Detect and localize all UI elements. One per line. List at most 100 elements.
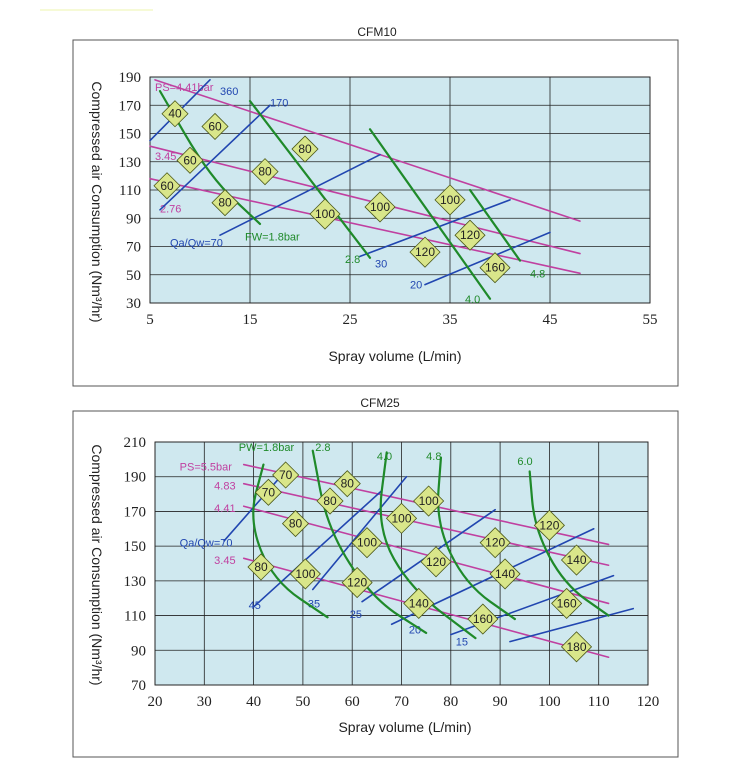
value-diamond: 100 — [413, 485, 445, 517]
value-diamond: 120 — [409, 236, 441, 268]
diamond-value: 160 — [473, 612, 493, 626]
diamond-value: 100 — [315, 207, 335, 221]
diamond-value: 80 — [289, 517, 303, 531]
y-tick-label: 170 — [124, 504, 147, 520]
series-line-qa-5 — [252, 489, 383, 608]
diamond-value: 70 — [262, 485, 276, 499]
value-diamond: 120 — [341, 567, 373, 599]
x-tick-label: 35 — [443, 312, 458, 328]
x-tick-label: 45 — [543, 312, 558, 328]
diamond-value: 120 — [426, 555, 446, 569]
diamond-value: 140 — [409, 596, 429, 610]
value-diamond: 120 — [454, 219, 486, 251]
diamond-shape — [201, 112, 229, 141]
diamond-value: 100 — [295, 567, 315, 581]
diamond-value: 120 — [347, 576, 367, 590]
series-line-fw-14 — [437, 456, 516, 621]
series-line-qa-4 — [159, 104, 271, 211]
diamond-shape — [272, 461, 300, 489]
series-label: 4.83 — [214, 480, 235, 492]
diamond-shape — [161, 100, 189, 128]
y-tick-label: 130 — [124, 574, 147, 590]
y-tick-label: 50 — [126, 268, 141, 284]
value-diamond: 40 — [161, 100, 189, 128]
y-tick-label: 150 — [124, 539, 147, 555]
diamond-value: 100 — [357, 536, 377, 550]
diamond-shape — [291, 135, 319, 163]
series-label: 4.0 — [377, 451, 392, 463]
x-tick-label: 30 — [197, 694, 212, 710]
diamond-shape — [385, 502, 418, 534]
y-tick-label: 70 — [126, 240, 141, 256]
series-line-ps-0 — [154, 79, 581, 222]
value-diamond: 70 — [254, 478, 282, 506]
value-diamond: 100 — [309, 198, 341, 230]
y-tick-label: 190 — [119, 70, 142, 86]
x-axis-label: Spray volume (L/min) — [338, 719, 471, 735]
diamond-value: 160 — [557, 596, 577, 610]
diamond-value: 100 — [440, 193, 460, 207]
value-diamond: 80 — [251, 158, 279, 186]
diamond-shape — [413, 485, 445, 517]
series-label: 2.8 — [315, 442, 330, 454]
value-diamond: 120 — [479, 527, 511, 559]
value-diamond: 80 — [333, 470, 361, 498]
x-tick-label: 80 — [443, 694, 458, 710]
series-label: 45 — [249, 600, 261, 612]
series-label: Qa/Qw=70 — [180, 538, 233, 550]
diamond-shape — [176, 146, 204, 174]
series-line-fw-11 — [468, 188, 522, 262]
tick-labels: 20 30 40 50 60 70 80 90 100 110 120 70 90 110 130 150 17… — [124, 435, 660, 710]
x-tick-label: 100 — [538, 694, 561, 710]
series-line-qa-7 — [424, 231, 551, 286]
diamond-value: 120 — [460, 228, 480, 242]
series-label: 6.0 — [517, 456, 532, 468]
y-tick-label: 210 — [124, 435, 147, 451]
series-label: Qa/Qw=70 — [170, 237, 223, 249]
x-tick-label: 50 — [295, 694, 310, 710]
value-diamond: 160 — [467, 603, 499, 635]
y-tick-label: 190 — [124, 470, 147, 486]
diamond-value: 70 — [279, 468, 293, 482]
series-line-fw-15 — [528, 470, 610, 617]
value-diamond: 100 — [351, 527, 383, 559]
diamond-value: 80 — [254, 560, 268, 574]
y-tick-label: 170 — [119, 98, 142, 114]
diamond-value: 60 — [183, 153, 197, 167]
series-label: PW=1.8bar — [239, 442, 295, 454]
tick-labels: 5 15 25 35 45 55 30 50 70 90 110 130 150 170 190 — [119, 70, 658, 328]
series-label: 25 — [350, 609, 362, 621]
diamond-shape — [533, 509, 565, 541]
y-tick-label: 90 — [126, 211, 141, 227]
diamond-value: 140 — [495, 567, 515, 581]
value-diamond: 100 — [289, 558, 321, 590]
series-label: 2.76 — [160, 203, 181, 215]
value-diamond: 120 — [533, 509, 565, 541]
diamond-shape — [364, 191, 396, 223]
diamond-shape — [309, 198, 341, 230]
x-tick-label: 90 — [493, 694, 508, 710]
diamond-value: 140 — [566, 553, 586, 567]
diamond-value: 120 — [485, 536, 505, 550]
diamond-shape — [489, 558, 521, 590]
diamond-value: 80 — [298, 142, 312, 156]
diamond-shape — [420, 546, 452, 578]
diamond-value: 80 — [218, 196, 232, 210]
x-tick-label: 25 — [343, 312, 358, 328]
y-tick-label: 110 — [119, 183, 141, 199]
diamond-shape — [211, 189, 239, 217]
y-tick-label: 110 — [124, 609, 146, 625]
diamond-value: 120 — [415, 245, 435, 259]
y-tick-label: 70 — [131, 678, 146, 694]
diamond-value: 60 — [208, 119, 222, 133]
diamond-value: 100 — [370, 200, 390, 214]
value-diamond: 100 — [385, 502, 418, 534]
value-diamond: 80 — [247, 553, 275, 581]
diamond-value: 100 — [391, 511, 411, 525]
series-line-fw-11 — [252, 463, 329, 619]
x-tick-label: 15 — [243, 312, 258, 328]
series-line-fw-10 — [368, 128, 492, 300]
